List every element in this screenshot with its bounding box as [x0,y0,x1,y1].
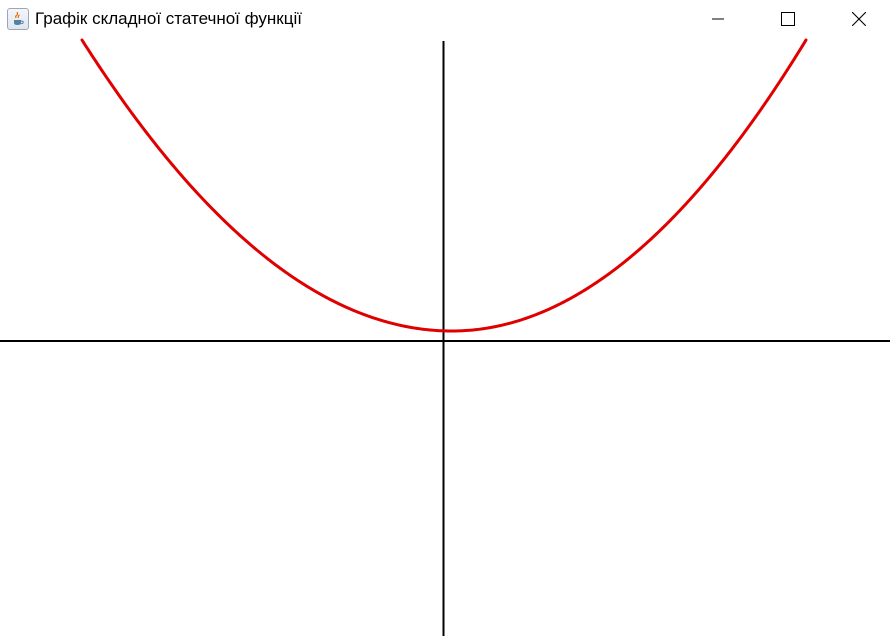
java-cup-icon[interactable] [7,8,29,30]
close-button[interactable] [836,0,882,38]
function-curve [80,38,808,333]
title-bar[interactable]: Графік складної статечної функції [0,0,890,38]
minimize-icon [712,18,724,20]
close-icon [852,12,866,26]
plot-svg [0,38,890,636]
maximize-button[interactable] [765,0,811,38]
maximize-icon [781,12,795,26]
minimize-button[interactable] [695,0,741,38]
window-title: Графік складної статечної функції [35,9,302,28]
graph-canvas [0,38,890,636]
